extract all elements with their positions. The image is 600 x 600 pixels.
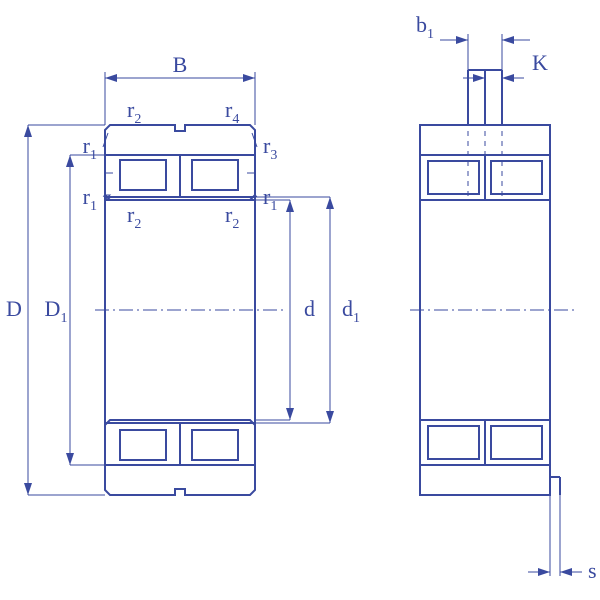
svg-text:D: D — [6, 296, 22, 321]
svg-text:D1: D1 — [45, 296, 68, 326]
svg-text:d1: d1 — [342, 296, 360, 326]
svg-text:r4: r4 — [225, 97, 239, 127]
bearing-diagram: B D D1 d d1 r2 r4 r1 r3 r1 r1 r2 r2 b1 Ks — [0, 0, 600, 600]
svg-text:r3: r3 — [263, 133, 277, 163]
svg-text:r1: r1 — [263, 184, 277, 214]
svg-text:s: s — [588, 558, 597, 583]
svg-text:r2: r2 — [127, 202, 141, 232]
svg-text:r1: r1 — [83, 184, 97, 214]
svg-text:b1: b1 — [416, 12, 434, 42]
svg-text:r2: r2 — [127, 97, 141, 127]
svg-text:d: d — [304, 296, 315, 321]
svg-text:r1: r1 — [83, 133, 97, 163]
svg-text:K: K — [532, 50, 548, 75]
svg-text:r2: r2 — [225, 202, 239, 232]
svg-text:B: B — [173, 52, 188, 77]
